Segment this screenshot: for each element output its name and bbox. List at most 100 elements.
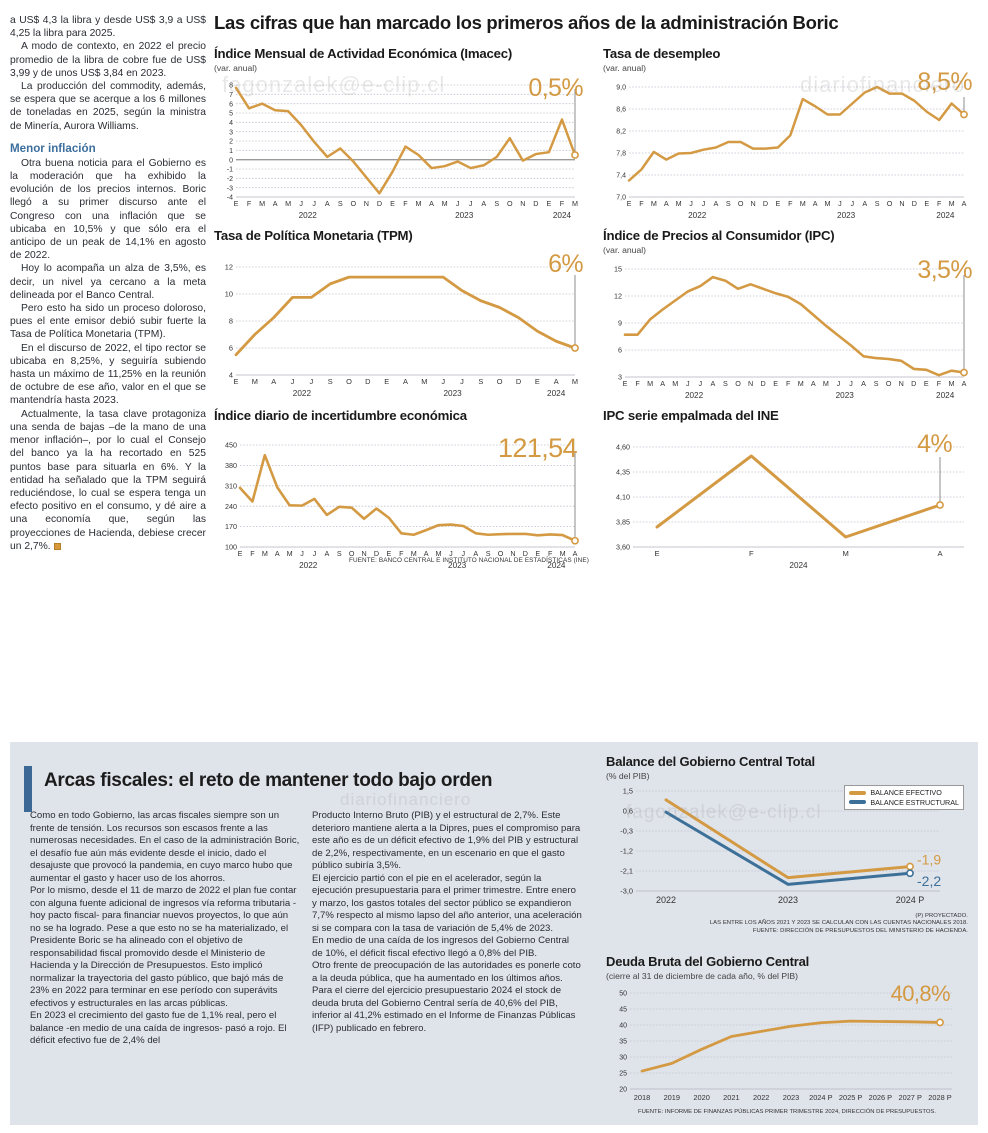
chart-footnotes: (P) PROYECTADO. LAS ENTRE LOS AÑOS 2021 Y… [606,913,968,935]
y-tick-label: 25 [619,1071,627,1078]
x-tick-label: E [535,377,540,386]
x-tick-label: E [623,379,628,388]
end-point-marker [936,501,944,509]
data-line [234,86,577,195]
x-tick-label: A [862,199,867,208]
chart-callout-value: 8,5% [917,68,972,96]
x-tick-label: F [247,199,252,208]
infographic-source: FUENTE: BANCO CENTRAL E INSTITUTO NACION… [348,557,589,564]
chart-title: Índice de Precios al Consumidor (IPC) [603,228,835,243]
x-tick-label: O [507,199,513,208]
chart-callout-value: 4% [917,430,953,458]
y-tick-label: 8 [229,83,233,90]
x-tick-label: E [384,377,389,386]
paragraph: En medio de una caída de los ingresos de… [312,935,570,959]
x-tick-label: M [676,199,682,208]
y-tick-label: -3 [227,185,233,192]
x-tick-label: N [748,379,753,388]
x-year-label: 2024 [936,391,955,400]
x-tick-label: S [875,199,880,208]
y-tick-label: 6 [618,346,622,355]
y-tick-label: 5 [229,111,233,118]
y-tick-label: 12 [225,263,233,272]
bottom-article-col2: Producto Interno Bruto (PIB) y el estruc… [312,810,582,1035]
x-tick-label: M [672,379,678,388]
x-tick-label: J [441,377,445,386]
x-tick-label: J [702,199,706,208]
y-tick-label: 8,2 [616,129,626,136]
left-article-column: a US$ 4,3 la libra y desde US$ 3,9 a US$… [10,14,206,553]
y-tick-label: 3 [229,129,233,136]
y-tick-label: 450 [225,441,237,450]
x-tick-label: F [639,199,644,208]
x-tick-label: F [937,379,942,388]
legend-swatch [849,800,867,805]
bottom-article-title: Arcas fiscales: el reto de mantener todo… [44,770,493,791]
x-tick-label: E [238,549,243,558]
x-tick-label: J [312,199,316,208]
desempleo-svg: 9,08,68,27,87,47,0E F M A M J J A S O N D E F M A M J J A S O… [616,85,968,220]
data-line [664,810,912,886]
chart-canvas: 15 12 9 6 3 E F M A M J J A S O N D E F M A M J J A S O N D E F M A 2022 2… [603,257,978,405]
x-tick-label: A [473,549,478,558]
y-tick-label: 4,60 [616,443,630,452]
x-tick-label: D [374,549,379,558]
x-tick-label: M [416,199,422,208]
x-year-label: 2024 [547,389,566,398]
x-tick-label: A [273,199,278,208]
x-tick-label: E [547,199,552,208]
x-tick-label: 2023 [778,895,798,905]
x-tick-label: 2023 [783,1093,799,1102]
data-line [623,275,966,377]
x-tick-label: J [699,379,703,388]
y-tick-label: 380 [225,461,237,470]
x-year-label: 2022 [685,391,704,400]
x-tick-label: M [259,199,265,208]
x-tick-label: A [813,199,818,208]
x-tick-label: S [478,377,483,386]
x-tick-label: J [838,199,842,208]
chart-callout-value: 121,54 [498,433,578,463]
x-tick-label: O [738,199,744,208]
chart-title: Tasa de desempleo [603,46,721,61]
y-tick-label: 3 [618,373,622,382]
y-tick-label: 7 [229,92,233,99]
x-year-label: 2023 [443,389,462,398]
y-tick-label: 45 [619,1007,627,1014]
x-tick-label: M [262,549,268,558]
x-tick-label: A [937,549,943,558]
infographic-section: Las cifras que han marcado los primeros … [214,12,978,580]
data-line [627,85,966,182]
chart-title: Índice diario de incertidumbre económica [214,408,467,423]
x-tick-label: J [299,199,303,208]
chart-panel-imacec: Índice Mensual de Actividad Económica (I… [214,46,589,225]
y-tick-label: 9 [618,319,622,328]
y-tick-label: 8 [229,317,233,326]
x-tick-label: F [937,199,942,208]
x-tick-label: A [713,199,718,208]
chart-canvas: 12 10 8 6 4 E M A J J S O D E A M J J S O D E A M 2022 2023 2024 6% [214,251,589,403]
chart-canvas: 1,5 0,6 -0,3 -1,2 -2,1 -3,0 -1,9 -2,2 2022 2023 20… [606,783,968,913]
chart-subtitle: (var. anual) [603,245,646,255]
x-tick-label: D [911,379,916,388]
watermark: diariofinanciero [340,790,472,809]
x-tick-label: A [481,199,486,208]
x-tick-label: F [786,379,791,388]
x-year-label: 2023 [448,561,467,570]
x-tick-label: E [234,377,239,386]
x-tick-label: J [291,377,295,386]
x-tick-label: O [887,199,893,208]
x-tick-label: A [861,379,866,388]
x-year-label: 2024 [547,561,566,570]
infographic-title: Las cifras que han marcado los primeros … [214,12,839,33]
x-tick-label: S [486,549,491,558]
x-tick-label: A [962,379,967,388]
y-tick-label: 10 [225,290,233,299]
x-tick-label: E [775,199,780,208]
x-tick-label: M [949,199,955,208]
x-tick-label: M [651,199,657,208]
